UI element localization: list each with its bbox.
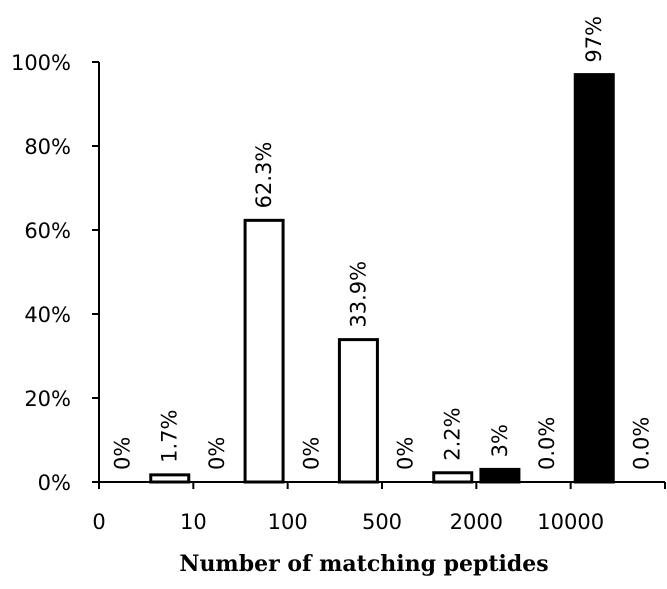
y-tick-label: 40% xyxy=(24,303,71,327)
bar-value-label: 0.0% xyxy=(535,417,559,470)
x-tick-label: 0 xyxy=(92,510,105,534)
bar xyxy=(479,467,521,484)
bar xyxy=(243,218,285,484)
bar-value-label: 3% xyxy=(488,424,512,457)
bar-value-label: 1.7% xyxy=(158,410,182,463)
y-tick-label: 60% xyxy=(24,219,71,243)
x-tick-label: 10 xyxy=(180,510,207,534)
y-tick-label: 20% xyxy=(24,387,71,411)
y-tick-label: 0% xyxy=(38,471,71,495)
bar-value-label: 97% xyxy=(582,16,606,63)
x-tick-label: 10000 xyxy=(537,510,604,534)
x-axis-title: Number of matching peptides xyxy=(179,551,548,577)
bar xyxy=(432,471,474,484)
x-tick-label: 500 xyxy=(362,510,402,534)
bar xyxy=(337,338,379,484)
x-tick-label: 2000 xyxy=(450,510,503,534)
bar-value-label: 0% xyxy=(205,437,229,470)
bar-value-label: 0% xyxy=(394,437,418,470)
bar xyxy=(573,73,615,484)
bar-value-label: 0% xyxy=(111,437,135,470)
bar-value-label: 0.0% xyxy=(629,417,653,470)
y-tick-label: 80% xyxy=(24,135,71,159)
bar-value-label: 62.3% xyxy=(252,142,276,209)
bar-value-label: 0% xyxy=(299,437,323,470)
bar-value-label: 2.2% xyxy=(441,407,465,460)
bar-value-label: 33.9% xyxy=(346,261,370,328)
bar xyxy=(149,473,191,484)
x-tick-label: 100 xyxy=(268,510,308,534)
y-tick-label: 100% xyxy=(11,51,71,75)
